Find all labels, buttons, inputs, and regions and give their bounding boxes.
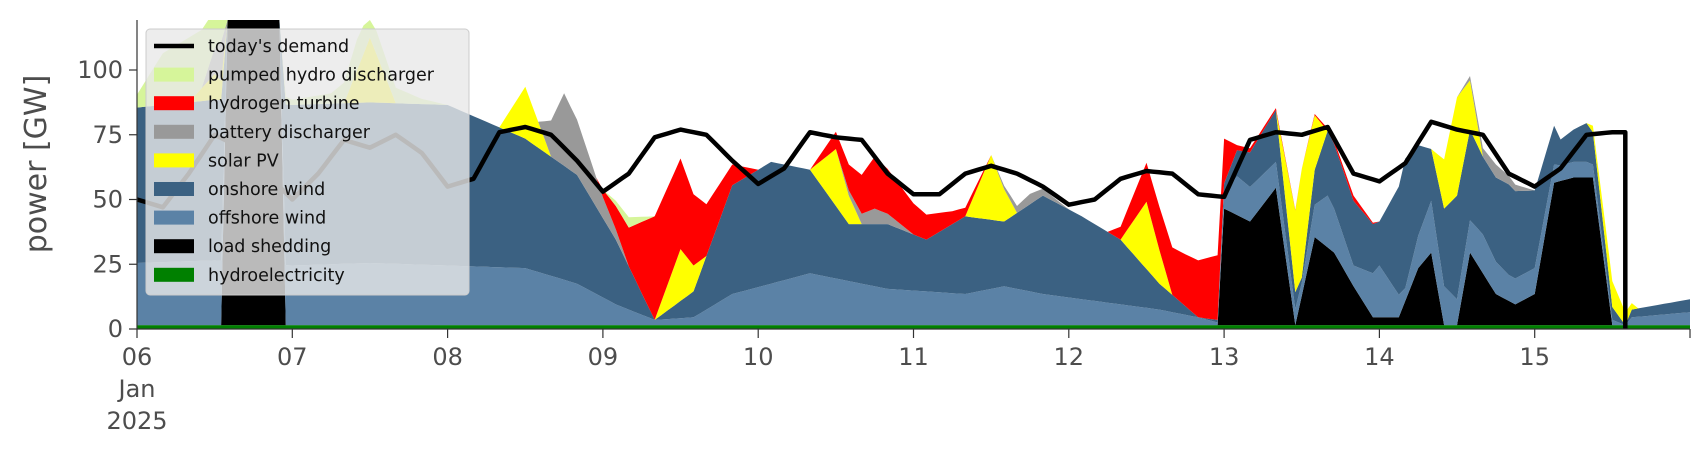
axes-group: 0 25 50 75 100 06 Jan 2025 07 08 09 10 11 12 13 14 15 (77, 20, 1691, 435)
legend-box (145, 28, 470, 296)
legend-label: hydrogen turbine (208, 94, 360, 114)
x-tick-label: 11 (898, 343, 929, 371)
legend-swatch (154, 96, 194, 111)
x-tick-sublabel: 2025 (106, 407, 167, 435)
legend-swatch (154, 124, 194, 139)
x-tick-label: 12 (1054, 343, 1085, 371)
y-tick-label: 25 (92, 250, 123, 278)
y-tick-label: 50 (92, 186, 123, 214)
x-tick-label: 06 (122, 343, 153, 371)
x-tick-label: 13 (1209, 343, 1240, 371)
x-tick-sublabel: Jan (117, 375, 156, 403)
x-tick-label: 08 (432, 343, 463, 371)
y-tick-label: 0 (108, 315, 123, 343)
y-tick-label: 75 (92, 121, 123, 149)
area-solar-pv (137, 20, 1690, 326)
y-axis-label: power [GW] (19, 75, 54, 254)
legend-label: hydroelectricity (208, 266, 345, 286)
x-tick-label: 10 (743, 343, 774, 371)
area-hydroelectricity (137, 325, 1690, 329)
x-tick-label: 15 (1519, 343, 1550, 371)
legend-label: today's demand (208, 37, 349, 57)
x-tick-label: 14 (1364, 343, 1395, 371)
x-tick-label: 07 (277, 343, 308, 371)
legend-swatch (154, 267, 194, 282)
legend-label: battery discharger (208, 123, 371, 143)
legend-label: solar PV (208, 151, 279, 171)
legend-swatch (154, 239, 194, 254)
legend-label: offshore wind (208, 209, 326, 229)
legend-label: onshore wind (208, 180, 325, 200)
x-tick-label: 09 (588, 343, 619, 371)
y-tick-label: 100 (77, 56, 123, 84)
legend-label: pumped hydro discharger (208, 66, 435, 86)
legend-swatch (154, 67, 194, 82)
area-onshore-wind (137, 20, 1690, 326)
legend-swatch (154, 182, 194, 196)
legend-label: load shedding (208, 237, 331, 257)
area-load-shedding (137, 20, 1690, 326)
legend: today's demand pumped hydro discharger hyd… (145, 28, 470, 296)
legend-swatch (154, 210, 194, 225)
legend-swatch (154, 153, 194, 168)
